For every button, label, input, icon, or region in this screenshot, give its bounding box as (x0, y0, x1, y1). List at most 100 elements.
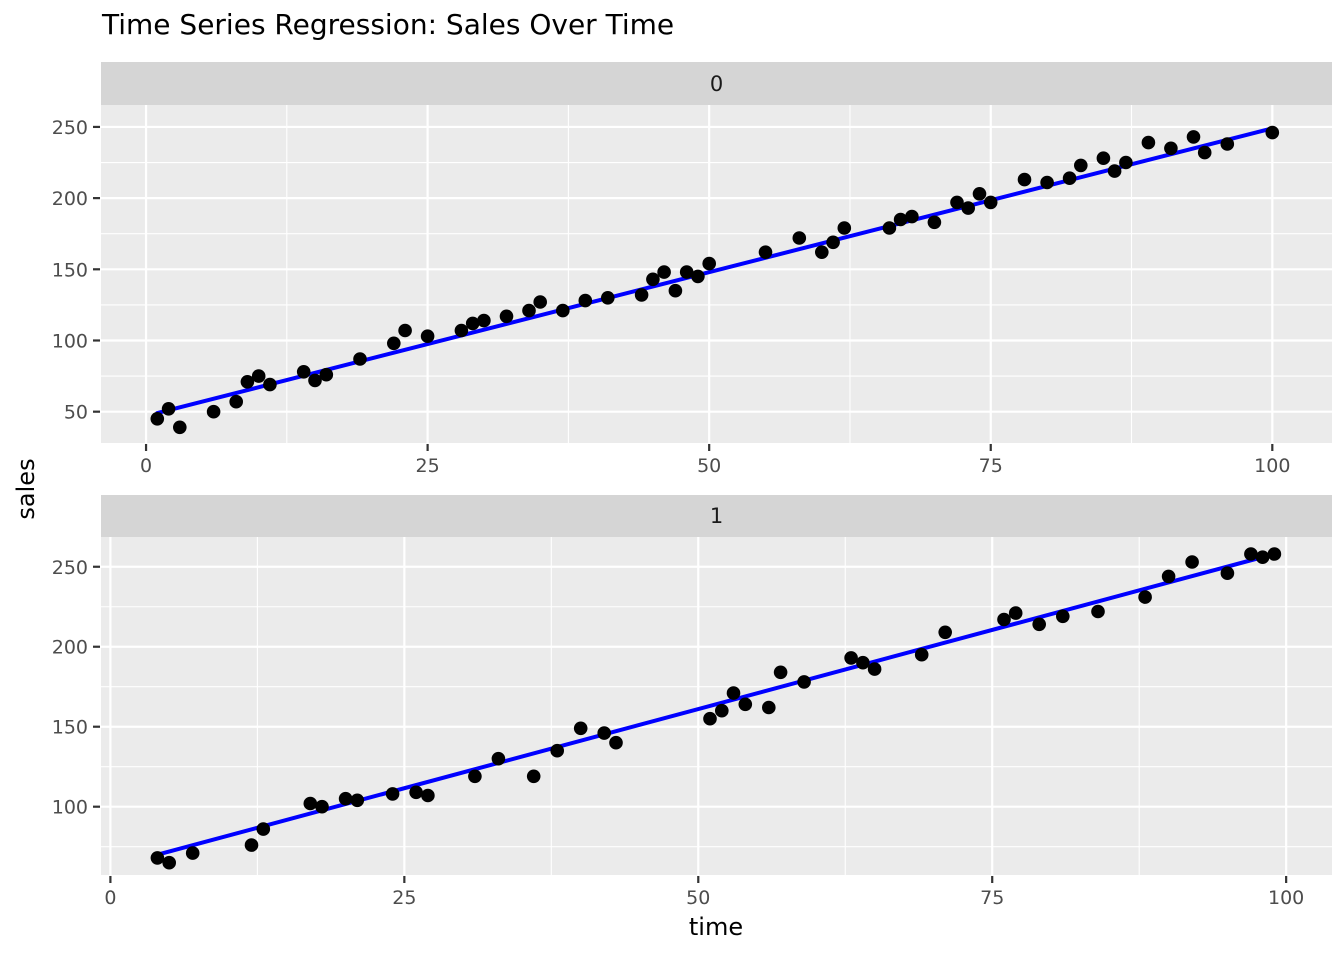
data-point (972, 187, 987, 201)
x-tick-label: 0 (104, 887, 116, 909)
data-point (1185, 555, 1199, 569)
data-point (573, 721, 588, 736)
data-point (1220, 137, 1235, 151)
data-point (792, 231, 807, 245)
data-point (296, 365, 311, 379)
panel-background (101, 105, 1332, 443)
data-point (679, 265, 694, 279)
data-point (905, 209, 919, 224)
data-point (867, 662, 882, 676)
data-point (229, 394, 243, 409)
data-point (1008, 606, 1023, 620)
data-point (609, 735, 623, 750)
data-point (797, 675, 811, 689)
chart-title: Time Series Regression: Sales Over Time (102, 8, 675, 41)
data-point (1161, 569, 1176, 584)
data-point (1220, 566, 1235, 580)
x-tick-label: 75 (980, 887, 1004, 909)
data-point (601, 291, 615, 305)
data-point (1119, 155, 1133, 170)
data-point (1138, 590, 1152, 604)
data-point (715, 703, 729, 718)
data-point (837, 221, 852, 235)
data-point (893, 212, 908, 227)
data-point (315, 799, 329, 814)
data-point (303, 796, 318, 811)
data-point (657, 265, 671, 279)
data-point (1056, 609, 1070, 624)
data-point (961, 201, 975, 215)
data-point (150, 412, 165, 426)
data-point (409, 785, 423, 800)
facet-strip-1: 1 (101, 495, 1332, 537)
data-point (703, 711, 717, 726)
data-point (308, 373, 322, 388)
data-point (491, 751, 506, 766)
data-point (421, 788, 435, 803)
data-point (1186, 130, 1201, 144)
data-point (468, 769, 482, 784)
data-point (385, 787, 400, 801)
data-point (240, 375, 255, 389)
data-point (556, 303, 570, 318)
data-point (597, 726, 611, 740)
data-point (1107, 164, 1122, 178)
data-point (162, 855, 176, 870)
data-point (1267, 547, 1282, 561)
x-tick-label: 0 (140, 455, 152, 477)
x-tick-label: 25 (392, 887, 416, 909)
data-point (185, 846, 200, 860)
x-tick-label: 100 (1254, 455, 1290, 477)
data-point (1265, 125, 1280, 140)
data-point (526, 769, 541, 784)
data-point (161, 402, 176, 416)
data-point (206, 404, 221, 419)
data-point (353, 352, 367, 366)
data-point (1197, 145, 1212, 160)
data-point (826, 235, 840, 250)
data-point (938, 625, 952, 640)
y-tick-label: 50 (64, 402, 88, 424)
y-tick-label: 100 (52, 797, 88, 819)
data-point (983, 195, 998, 210)
data-point (578, 293, 593, 308)
data-point (1244, 547, 1258, 561)
data-point (726, 686, 741, 700)
data-point (398, 323, 412, 338)
data-point (1032, 617, 1046, 632)
data-point (702, 256, 716, 271)
data-point (477, 313, 491, 328)
y-tick-label: 200 (52, 188, 88, 210)
y-tick-label: 100 (52, 330, 88, 352)
data-point (882, 221, 897, 235)
data-point (319, 367, 334, 382)
data-point (762, 700, 776, 715)
data-point (691, 269, 705, 284)
x-axis-title: time (688, 913, 744, 941)
data-point (522, 303, 536, 318)
data-point (646, 272, 660, 287)
data-point (465, 316, 480, 331)
data-point (550, 743, 564, 758)
data-point (420, 329, 435, 344)
x-tick-label: 100 (1268, 887, 1304, 909)
y-tick-label: 250 (52, 117, 88, 139)
data-point (251, 369, 266, 383)
x-tick-label: 50 (697, 455, 721, 477)
x-tick-label: 50 (686, 887, 710, 909)
data-point (773, 665, 788, 680)
y-tick-label: 150 (52, 717, 88, 739)
data-point (914, 647, 929, 662)
data-point (454, 323, 469, 338)
data-point (1096, 151, 1111, 165)
data-point (1017, 172, 1032, 187)
data-point (950, 195, 964, 210)
data-point (1074, 158, 1088, 173)
x-tick-label: 25 (416, 455, 440, 477)
data-point (758, 245, 773, 259)
data-point (1255, 550, 1270, 564)
data-point (927, 215, 942, 230)
data-point (263, 377, 277, 392)
facet-strip-0: 0 (101, 62, 1332, 105)
